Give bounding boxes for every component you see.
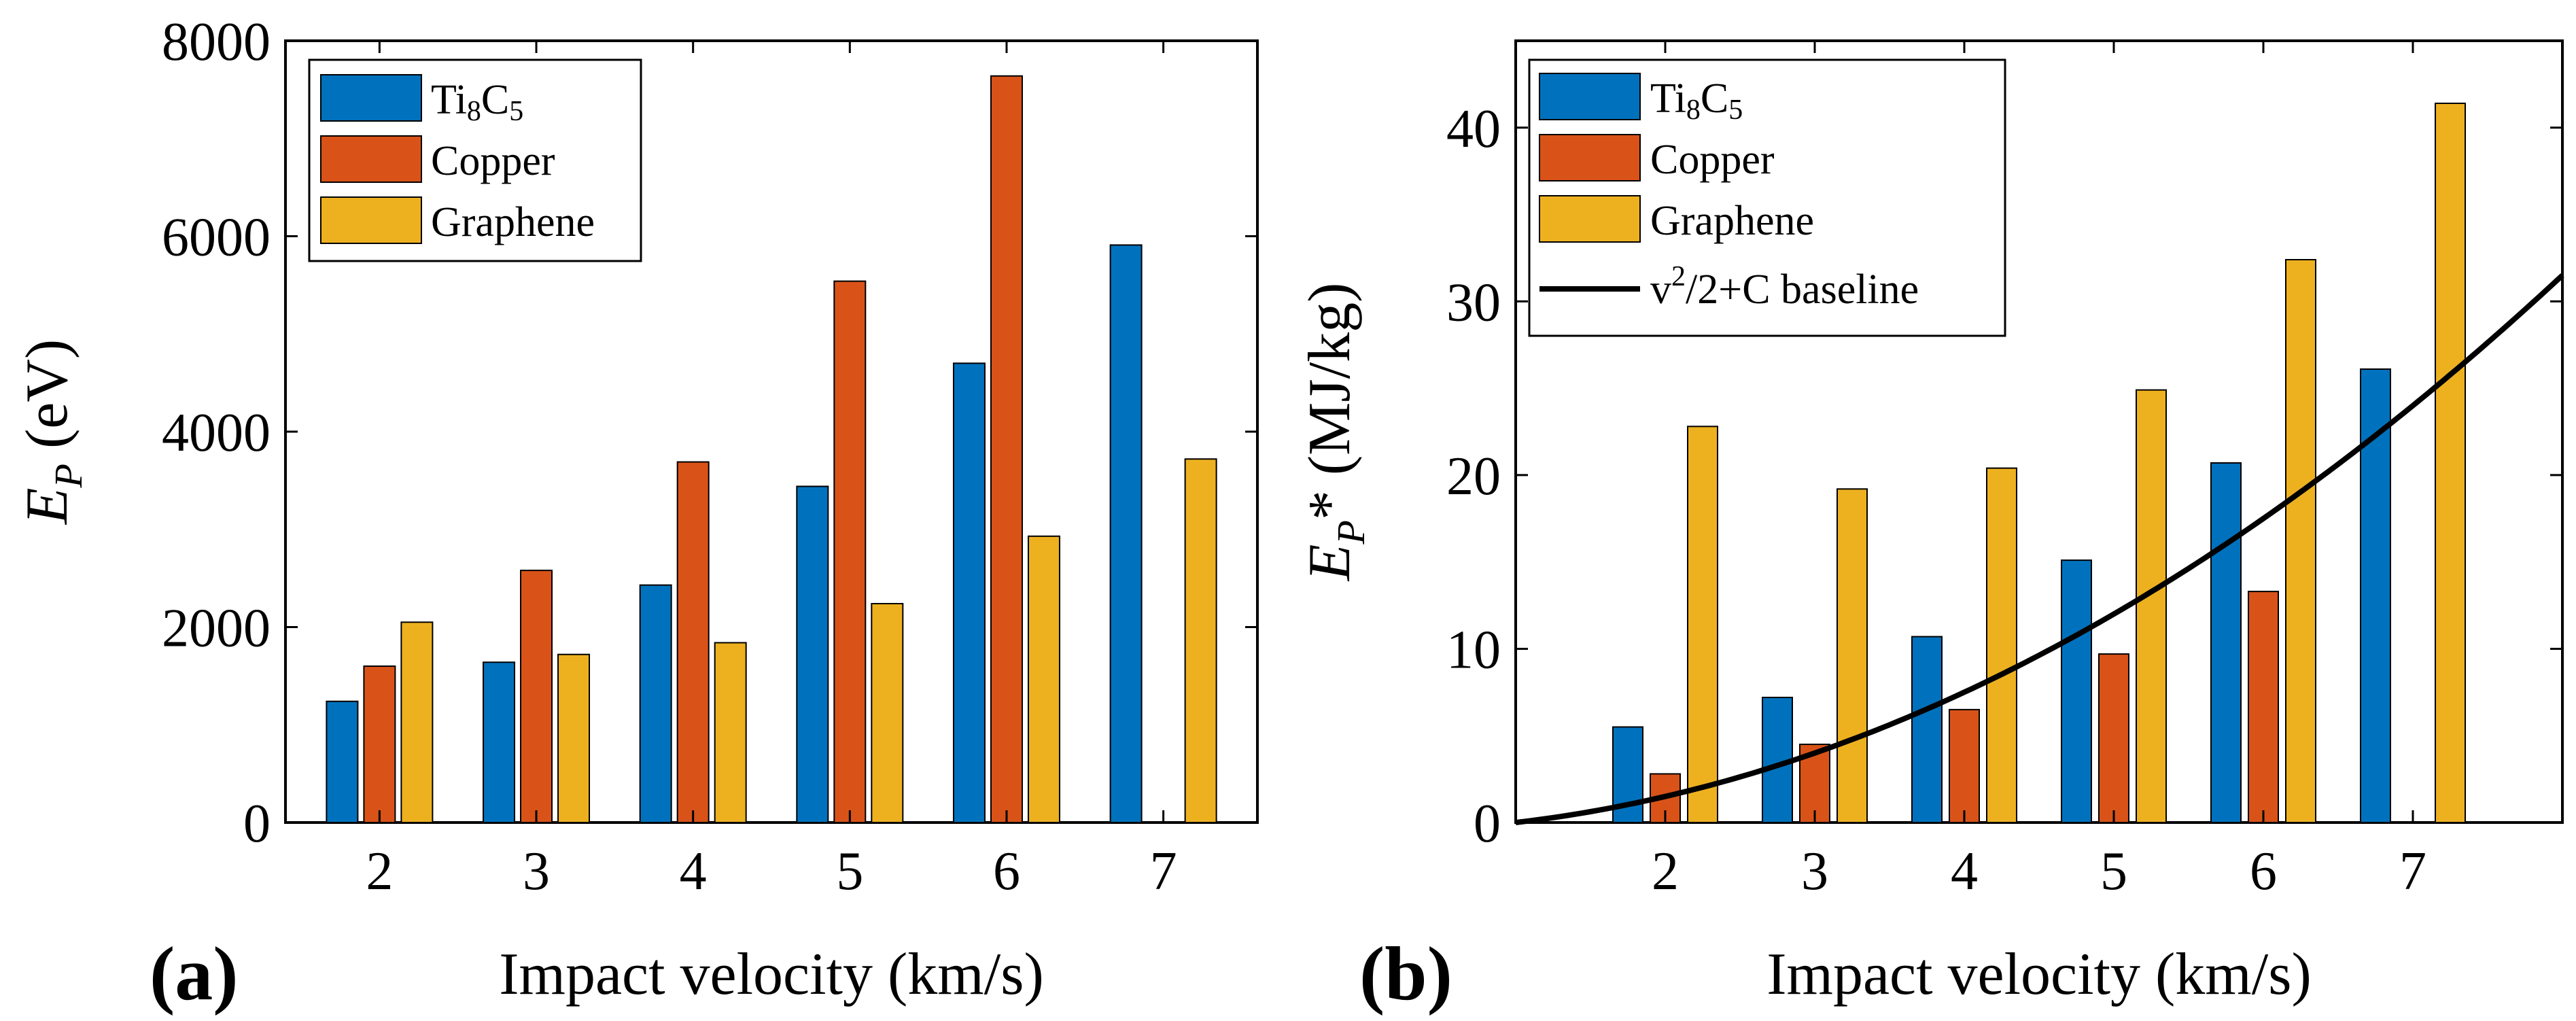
y-tick-label: 6000: [162, 208, 271, 268]
legend-swatch-ti8c5: [320, 74, 422, 122]
panel-b-legend-entry-copper: Copper: [1539, 134, 1775, 183]
legend-swatch-graphene: [320, 196, 422, 244]
bar-copper-4: [1949, 708, 1980, 824]
panel-b-y-axis: 0 10 20 30 40: [1446, 99, 2562, 854]
y-tick-label: 4000: [162, 403, 271, 463]
y-tick-label: 0: [1474, 794, 1501, 854]
bar-copper-5: [2098, 653, 2129, 823]
bar-ti8c5-2: [326, 700, 359, 823]
x-tick-label: 7: [2399, 842, 2426, 901]
bar-copper-5: [833, 280, 867, 823]
bar-graphene-4: [714, 642, 747, 823]
bar-graphene-5: [2136, 389, 2167, 823]
legend-label-ti8c5: Ti8C5: [1650, 75, 1743, 126]
panel-a-y-axis: 0 2000 4000 6000 8000: [162, 12, 1257, 854]
legend-label-graphene: Graphene: [431, 199, 595, 245]
x-tick-label: 4: [1951, 842, 1978, 901]
panel-a-y-axis-label: EP (eV): [14, 339, 90, 525]
legend-label-copper: Copper: [431, 138, 555, 184]
panel-b-legend: Ti8C5 Copper Graphene v2/2+C baseline: [1528, 58, 2006, 337]
bar-copper-6: [2248, 591, 2279, 823]
panel-a-legend-entry-ti8c5: Ti8C5: [320, 74, 523, 127]
x-tick-label: 2: [1652, 842, 1679, 901]
legend-label-graphene: Graphene: [1650, 198, 1814, 244]
bar-graphene-5: [871, 603, 904, 823]
panel-b-label: (b): [1359, 932, 1452, 1016]
panel-a-legend: Ti8C5 Copper Graphene: [308, 58, 642, 262]
panel-b-legend-entry-baseline: v2/2+C baseline: [1539, 261, 1919, 313]
legend-swatch-copper: [1539, 134, 1641, 181]
bar-ti8c5-4: [639, 584, 672, 823]
y-tick-label: 20: [1446, 447, 1501, 506]
bar-copper-2: [363, 665, 396, 823]
x-tick-label: 3: [1801, 842, 1828, 901]
bar-graphene-6: [1027, 535, 1060, 823]
bar-ti8c5-3: [483, 661, 516, 823]
panel-b-x-axis-label: Impact velocity (km/s): [1766, 941, 2312, 1007]
y-tick-label: 0: [243, 794, 271, 854]
panel-b-x-axis: 2 3 4 5 6 7: [1652, 41, 2426, 901]
panel-a-bars: [326, 75, 1217, 823]
legend-label-ti8c5: Ti8C5: [431, 77, 523, 127]
panel-a-x-axis: 2 3 4 5 6 7: [366, 41, 1177, 901]
bar-copper-6: [990, 75, 1023, 823]
panel-a-chart: 0 2000 4000 6000 8000 2 3 4 5 6 7 EP (eV) Impact …: [14, 12, 1259, 1016]
bar-ti8c5-5: [2061, 559, 2092, 823]
legend-swatch-graphene: [1539, 195, 1641, 243]
panel-b-legend-entry-graphene: Graphene: [1539, 195, 1814, 244]
x-tick-label: 7: [1150, 842, 1177, 901]
panel-b-baseline-curve: [1515, 273, 2564, 825]
bar-graphene-2: [400, 621, 434, 823]
x-tick-label: 6: [2250, 842, 2277, 901]
panel-a-label: (a): [150, 932, 239, 1016]
legend-swatch-ti8c5: [1539, 73, 1641, 120]
y-tick-label: 40: [1446, 99, 1501, 159]
panel-a-x-axis-label: Impact velocity (km/s): [499, 941, 1044, 1007]
bar-graphene-7: [1184, 458, 1217, 823]
legend-label-baseline: v2/2+C baseline: [1650, 261, 1919, 313]
panel-b-y-axis-label: EP* (MJ/kg): [1297, 283, 1373, 583]
bar-ti8c5-5: [796, 485, 829, 823]
bar-ti8c5-6: [2210, 462, 2242, 823]
x-tick-label: 6: [993, 842, 1020, 901]
legend-label-copper: Copper: [1650, 137, 1775, 183]
x-tick-label: 5: [836, 842, 863, 901]
x-tick-label: 3: [523, 842, 550, 901]
bar-graphene-3: [557, 653, 591, 823]
x-tick-label: 2: [366, 842, 393, 901]
bar-ti8c5-7: [1109, 244, 1143, 823]
bar-graphene-7: [2435, 103, 2466, 823]
y-tick-label: 10: [1446, 620, 1501, 680]
bar-graphene-6: [2285, 259, 2316, 823]
bar-copper-4: [676, 461, 710, 823]
panel-b-legend-entry-ti8c5: Ti8C5: [1539, 73, 1743, 126]
y-tick-label: 2000: [162, 599, 271, 659]
panel-a-legend-entry-copper: Copper: [320, 135, 555, 184]
panel-b-chart: 0 10 20 30 40 2 3 4 5 6 7 EP* (MJ/kg) Impact velo…: [1297, 39, 2564, 1016]
y-tick-label: 30: [1446, 273, 1501, 332]
bar-graphene-2: [1687, 426, 1718, 823]
x-tick-label: 4: [680, 842, 707, 901]
bar-copper-3: [520, 570, 553, 823]
bar-ti8c5-6: [952, 362, 986, 823]
bar-graphene-3: [1837, 488, 1868, 823]
bar-graphene-4: [1986, 467, 2017, 823]
bar-ti8c5-4: [1911, 636, 1943, 823]
x-tick-label: 5: [2100, 842, 2127, 901]
panel-a-legend-entry-graphene: Graphene: [320, 196, 595, 245]
legend-swatch-copper: [320, 135, 422, 183]
y-tick-label: 8000: [162, 12, 271, 72]
